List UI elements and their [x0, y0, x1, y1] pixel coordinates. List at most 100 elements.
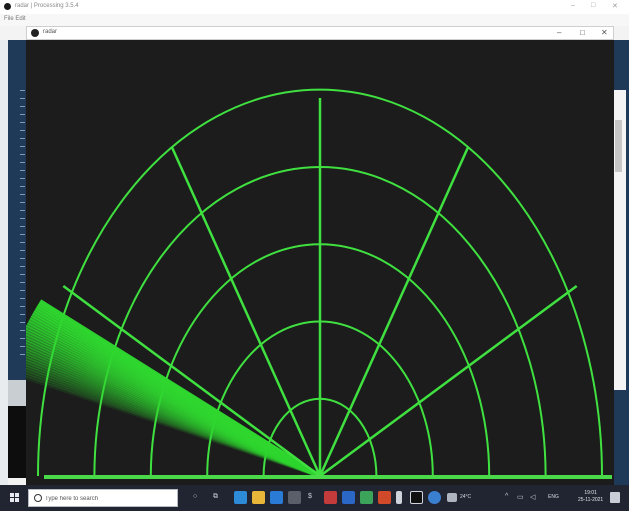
sketch-window-title: radar: [43, 29, 58, 35]
file-explorer-icon[interactable]: [252, 491, 265, 504]
close-icon[interactable]: ✕: [612, 3, 618, 10]
security-icon[interactable]: [324, 491, 337, 504]
radar-canvas: [26, 40, 614, 485]
task-view-icon[interactable]: ⧉: [213, 493, 218, 500]
radar-angle-line: [62, 284, 321, 478]
sketch-window-titlebar[interactable]: radar – □ ✕: [26, 26, 614, 40]
line-number: [20, 258, 25, 259]
chrome-icon[interactable]: [360, 491, 373, 504]
line-number: [20, 250, 25, 251]
line-number: [20, 122, 25, 123]
background-window-titlebar[interactable]: radar | Processing 3.5.4 – □ ✕: [0, 0, 629, 15]
line-number: [20, 186, 25, 187]
radar-angle-line: [319, 284, 578, 478]
clock-time: 19:01: [584, 490, 597, 496]
line-number: [20, 274, 25, 275]
line-number: [20, 202, 25, 203]
ide-console: [8, 406, 28, 478]
line-number: [20, 226, 25, 227]
line-number: [20, 210, 25, 211]
tray-overflow-icon[interactable]: ^: [505, 493, 509, 500]
line-number: [20, 354, 25, 355]
line-number: [20, 346, 25, 347]
mail-icon[interactable]: [288, 491, 301, 504]
dev-tool-icon[interactable]: [428, 491, 441, 504]
word-icon[interactable]: [342, 491, 355, 504]
radar-angle-line: [318, 146, 470, 477]
ide-line-numbers: [8, 40, 28, 380]
radar-sweep-line: [26, 375, 321, 478]
edge-icon[interactable]: [234, 491, 247, 504]
taskbar-clock[interactable]: 19:01 25-11-2021: [578, 490, 603, 504]
line-number: [20, 130, 25, 131]
line-number: [20, 242, 25, 243]
line-number: [20, 194, 25, 195]
line-number: [20, 98, 25, 99]
background-window-title: radar | Processing 3.5.4: [15, 3, 79, 9]
radar-sweep-line: [26, 345, 321, 478]
radar-angle-line: [170, 146, 322, 477]
radar-display: [26, 88, 612, 479]
radar-sweep-line: [26, 339, 321, 478]
line-number: [20, 178, 25, 179]
line-number: [20, 234, 25, 235]
weather-icon[interactable]: [447, 493, 457, 502]
line-number: [20, 146, 25, 147]
maximize-icon[interactable]: □: [591, 2, 596, 9]
store-icon[interactable]: [270, 491, 283, 504]
sketch-maximize-icon[interactable]: □: [580, 28, 585, 37]
notification-icon[interactable]: [610, 492, 620, 503]
taskbar-search[interactable]: [28, 489, 178, 507]
radar-sweep-line: [26, 373, 321, 478]
sketch-minimize-icon[interactable]: –: [557, 28, 562, 37]
volume-icon[interactable]: ◁: [530, 494, 536, 501]
radar-sweep-line: [26, 342, 321, 478]
line-number: [20, 162, 25, 163]
line-number: [20, 282, 25, 283]
windows-taskbar: ○ ⧉ $ 24°C ^ ▭ ◁ ENG 19:01 25-11-2021: [0, 485, 629, 511]
radar-sweep-line: [26, 367, 321, 478]
background-window-menubar: File Edit: [0, 14, 629, 26]
line-number: [20, 298, 25, 299]
line-number: [20, 154, 25, 155]
sketch-close-icon[interactable]: ✕: [601, 28, 608, 37]
radar-sweep-line: [26, 370, 321, 478]
cortana-icon[interactable]: ○: [193, 493, 198, 500]
processing-app-icon: [4, 3, 11, 10]
radar-sweep-line: [26, 348, 321, 478]
line-number: [20, 170, 25, 171]
minimize-icon[interactable]: –: [571, 2, 575, 9]
line-number: [20, 138, 25, 139]
clock-date: 25-11-2021: [578, 497, 604, 503]
processing-window-icon: [31, 29, 39, 37]
start-button[interactable]: [10, 493, 20, 503]
line-number: [20, 266, 25, 267]
radar-sweep-line: [26, 362, 321, 478]
powerpoint-icon[interactable]: [378, 491, 391, 504]
radar-sweep-line: [26, 353, 321, 478]
radar-sweep-line: [26, 351, 321, 478]
line-number: [20, 114, 25, 115]
line-number: [20, 218, 25, 219]
network-icon[interactable]: ▭: [517, 494, 524, 501]
ide-scroll-thumb[interactable]: [615, 120, 622, 172]
line-number: [20, 290, 25, 291]
radar-sweep-line: [26, 364, 321, 478]
ide-console-divider: [8, 380, 28, 406]
weather-temp[interactable]: 24°C: [460, 494, 472, 500]
radar-sweep-line: [26, 359, 321, 478]
line-number: [20, 322, 25, 323]
language-indicator[interactable]: ENG: [548, 494, 559, 500]
line-number: [20, 338, 25, 339]
menu-items[interactable]: File Edit: [4, 16, 26, 22]
search-input[interactable]: [45, 493, 173, 504]
line-number: [20, 330, 25, 331]
line-number: [20, 306, 25, 307]
ide-left-gutter: [0, 40, 8, 485]
dollar-app-icon[interactable]: $: [308, 493, 312, 500]
pen-icon[interactable]: [396, 491, 402, 504]
line-number: [20, 314, 25, 315]
radar-sweep-line: [26, 356, 321, 478]
processing-taskbar-icon[interactable]: [410, 491, 423, 504]
search-icon: [34, 494, 42, 502]
